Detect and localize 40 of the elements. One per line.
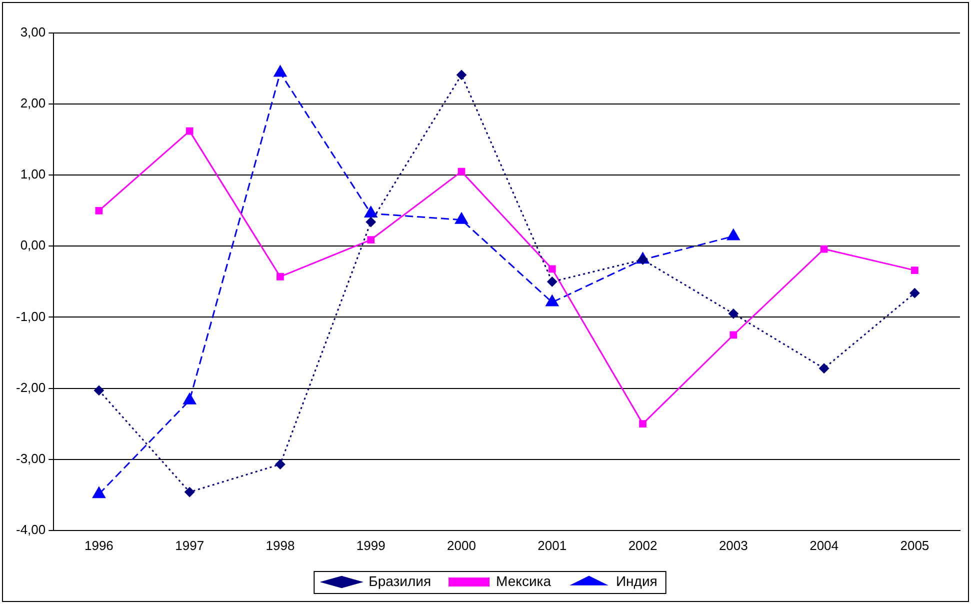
x-tick-label: 2003 bbox=[718, 538, 748, 553]
x-tick-label: 1999 bbox=[356, 538, 386, 553]
x-tick-label: 1996 bbox=[84, 538, 114, 553]
point bbox=[275, 459, 286, 470]
x-tick-label: 1998 bbox=[266, 538, 295, 553]
point bbox=[910, 288, 920, 298]
legend-label: Бразилия bbox=[368, 572, 432, 589]
y-tick-label: 1,00 bbox=[20, 166, 46, 182]
point bbox=[639, 420, 646, 428]
y-tick-label: 0,00 bbox=[20, 238, 46, 253]
point bbox=[367, 236, 375, 244]
x-tick-label: 2001 bbox=[538, 538, 567, 553]
x-tick-label: 2000 bbox=[447, 538, 476, 553]
point bbox=[184, 487, 195, 498]
point bbox=[186, 127, 194, 135]
point bbox=[547, 276, 558, 287]
x-tick-label: 1997 bbox=[175, 538, 204, 553]
point bbox=[728, 308, 738, 319]
point bbox=[276, 273, 284, 280]
point bbox=[366, 217, 376, 228]
y-tick-label: 3,00 bbox=[20, 24, 46, 40]
point bbox=[548, 265, 556, 273]
point bbox=[95, 206, 103, 214]
point bbox=[820, 245, 828, 253]
x-tick-label: 2004 bbox=[810, 538, 839, 553]
y-tick-label: 2,00 bbox=[20, 96, 46, 111]
y-tick-label: -1,00 bbox=[16, 308, 46, 324]
point bbox=[819, 363, 830, 374]
y-tick-label: -3,00 bbox=[16, 450, 46, 466]
x-tick-label: 2002 bbox=[628, 538, 658, 553]
y-tick-label: -4,00 bbox=[16, 522, 46, 537]
point bbox=[456, 70, 466, 80]
legend-label: Индия bbox=[616, 572, 658, 589]
point bbox=[730, 331, 738, 339]
x-tick-label: 2005 bbox=[900, 538, 930, 553]
point bbox=[911, 266, 918, 274]
legend-label: Мексика bbox=[496, 572, 552, 589]
point bbox=[94, 385, 104, 396]
point bbox=[458, 168, 466, 176]
y-tick-label: -2,00 bbox=[16, 380, 46, 395]
